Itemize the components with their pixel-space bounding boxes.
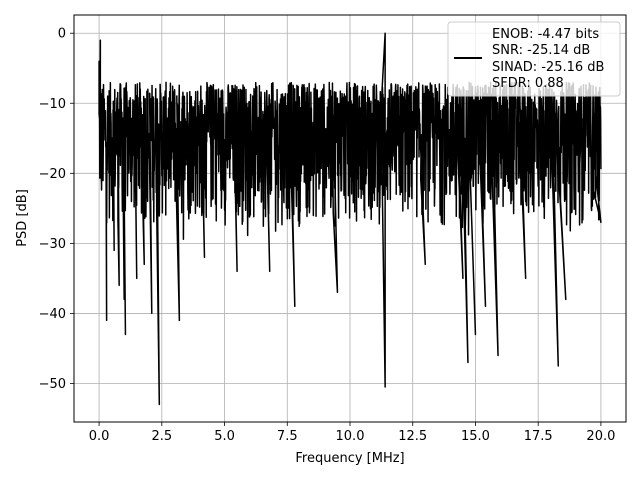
legend-line-3: SINAD: -25.16 dB — [492, 60, 604, 75]
x-tick-label: 12.5 — [398, 429, 427, 444]
x-tick-label: 17.5 — [524, 429, 553, 444]
x-tick-label: 0.0 — [89, 429, 110, 444]
x-tick-label: 2.5 — [151, 429, 172, 444]
series-lines — [98, 32, 602, 406]
y-tick-label: −10 — [39, 97, 66, 112]
legend-line-2: SNR: -25.14 dB — [492, 43, 590, 58]
x-tick-label: 7.5 — [277, 429, 298, 444]
legend: ENOB: -4.47 bits SNR: -25.14 dB SINAD: -… — [447, 21, 621, 97]
x-tick-label: 15.0 — [461, 429, 490, 444]
y-tick-label: −40 — [39, 307, 66, 322]
y-tick-label: −20 — [39, 167, 66, 182]
legend-line-4: SFDR: 0.88 — [492, 76, 564, 91]
x-tick-label: 20.0 — [586, 429, 615, 444]
x-axis: 0.0 2.5 5.0 7.5 10.0 12.5 15.0 17.5 20.0 — [89, 422, 615, 444]
x-axis-label: Frequency [MHz] — [295, 451, 404, 466]
y-tick-label: 0 — [58, 27, 66, 42]
y-tick-label: −50 — [39, 377, 66, 392]
x-tick-label: 5.0 — [214, 429, 235, 444]
y-axis: 0 −10 −20 −30 −40 −50 — [39, 27, 74, 392]
legend-box — [447, 21, 621, 97]
x-tick-label: 10.0 — [336, 429, 365, 444]
legend-line-1: ENOB: -4.47 bits — [492, 27, 599, 42]
y-axis-label: PSD [dB] — [15, 189, 30, 247]
psd-series-line — [98, 32, 602, 406]
y-tick-label: −30 — [39, 237, 66, 252]
